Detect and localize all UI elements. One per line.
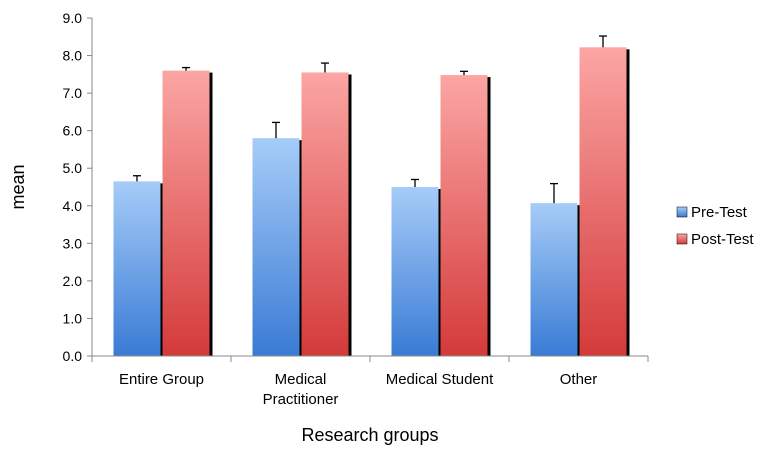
bar-pre-test bbox=[253, 138, 300, 356]
bar-pre-test bbox=[531, 203, 578, 356]
legend-label-post-test: Post-Test bbox=[691, 231, 754, 248]
x-category-label: Practitioner bbox=[263, 391, 339, 408]
y-tick-label: 1.0 bbox=[63, 310, 83, 326]
bar-pre-test bbox=[392, 187, 439, 356]
x-category-label: Medical Student bbox=[386, 371, 494, 388]
bar-post-test bbox=[441, 75, 488, 356]
y-tick-label: 8.0 bbox=[63, 48, 83, 64]
y-tick-label: 6.0 bbox=[63, 123, 83, 139]
y-tick-label: 4.0 bbox=[63, 198, 83, 214]
y-tick-label: 9.0 bbox=[63, 10, 83, 26]
x-category-label: Entire Group bbox=[119, 371, 204, 388]
x-category-label: Medical bbox=[275, 371, 327, 388]
y-tick-label: 3.0 bbox=[63, 235, 83, 251]
legend-swatch-pre-test bbox=[677, 207, 687, 217]
y-tick-label: 5.0 bbox=[63, 160, 83, 176]
bar-post-test bbox=[580, 47, 627, 356]
y-tick-label: 7.0 bbox=[63, 85, 83, 101]
x-category-label: Other bbox=[560, 371, 598, 388]
y-tick-label: 0.0 bbox=[63, 348, 83, 364]
bar-pre-test bbox=[114, 181, 161, 356]
y-axis-title: mean bbox=[8, 164, 28, 209]
y-tick-label: 2.0 bbox=[63, 273, 83, 289]
bar-post-test bbox=[302, 72, 349, 356]
legend-label-pre-test: Pre-Test bbox=[691, 204, 748, 221]
x-axis-title: Research groups bbox=[301, 425, 438, 445]
bar-post-test bbox=[163, 71, 210, 356]
legend-swatch-post-test bbox=[677, 234, 687, 244]
